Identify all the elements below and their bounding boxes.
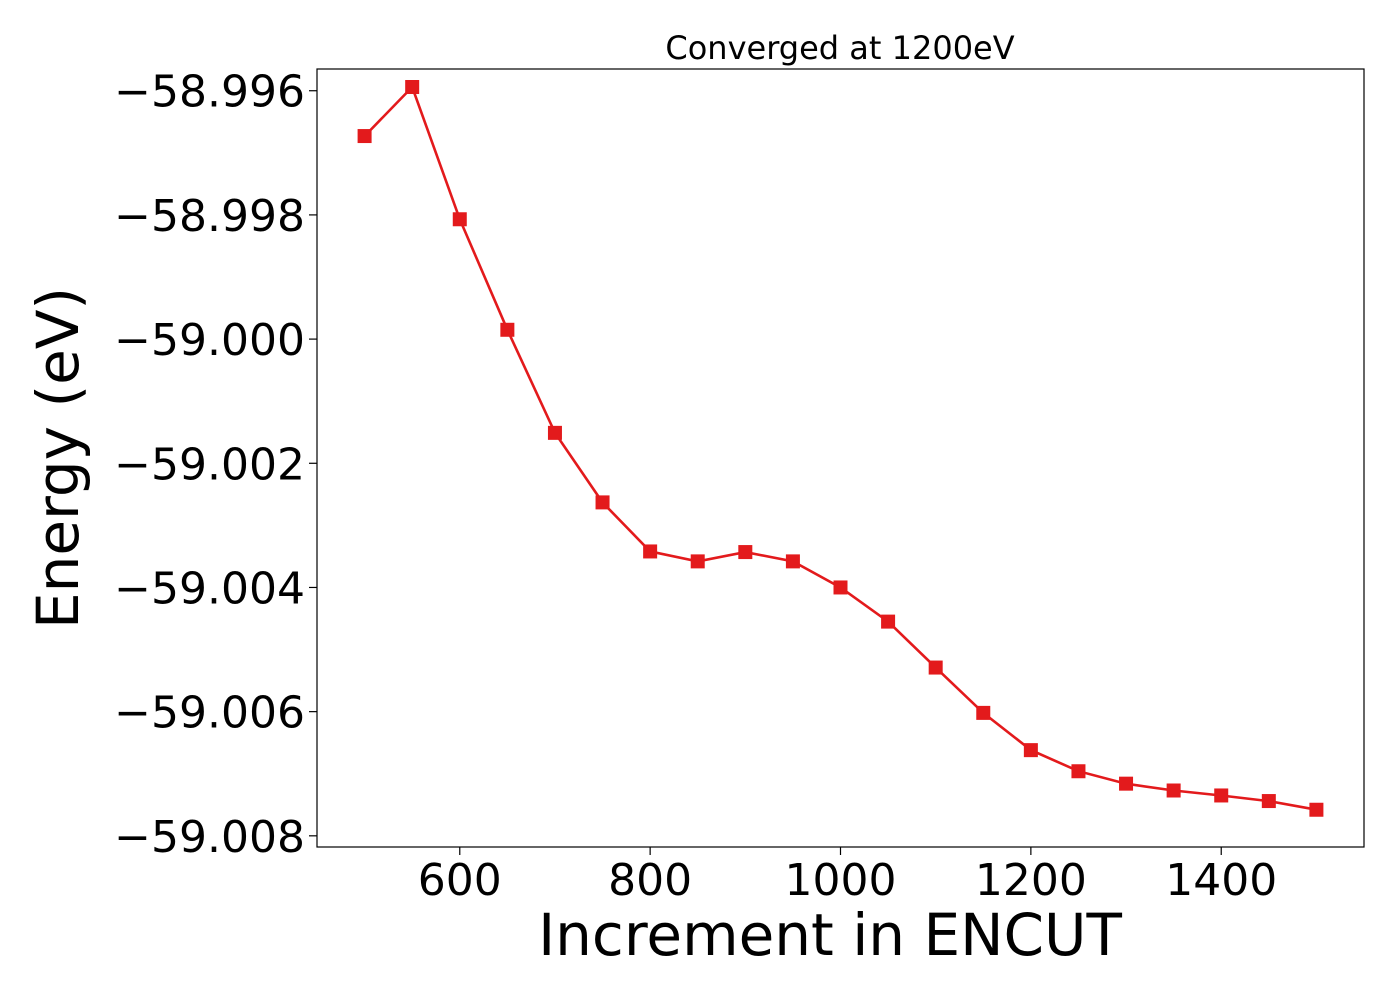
data-point [785,554,800,569]
y-tick-label: −59.008 [114,812,305,863]
y-axis-label: Energy (eV) [24,287,92,629]
y-tick-label: −58.998 [114,191,305,242]
data-point [595,495,610,510]
data-point [1071,764,1086,779]
data-point [643,544,658,559]
x-tick-label: 1000 [785,855,897,906]
y-axis: −58.996 −58.998 −59.000 −59.002 −59.004 −59.0… [114,67,317,863]
data-point [1166,783,1181,798]
data-point [1309,802,1324,817]
data-point [1023,743,1038,758]
x-tick-label: 800 [608,855,692,906]
data-point [405,80,420,95]
data-point [500,322,515,337]
x-tick-label: 1400 [1165,855,1277,906]
data-point [1261,794,1276,809]
y-tick-label: −59.006 [114,688,305,739]
x-axis: 600 800 1000 1200 1400 [418,847,1277,906]
data-point [547,425,562,440]
plot-frame [316,68,1365,848]
data-point [1119,776,1134,791]
data-point [690,554,705,569]
data-point [357,129,372,144]
y-tick-label: −59.004 [114,563,305,614]
data-point [1214,788,1229,803]
data-point [881,614,896,629]
x-axis-label: Increment in ENCUT [538,901,1122,969]
data-point [928,660,943,675]
y-tick-label: −58.996 [114,67,305,118]
data-point [738,545,753,560]
series-line [363,84,1317,811]
y-tick-label: −59.000 [114,315,305,366]
x-tick-label: 1200 [975,855,1087,906]
y-tick-label: −59.002 [114,439,305,490]
chart-title: Converged at 1200eV [665,29,1014,67]
data-point [833,580,848,595]
series-markers [357,80,1324,817]
data-point [452,212,467,227]
data-point [976,705,991,720]
x-tick-label: 600 [418,855,502,906]
